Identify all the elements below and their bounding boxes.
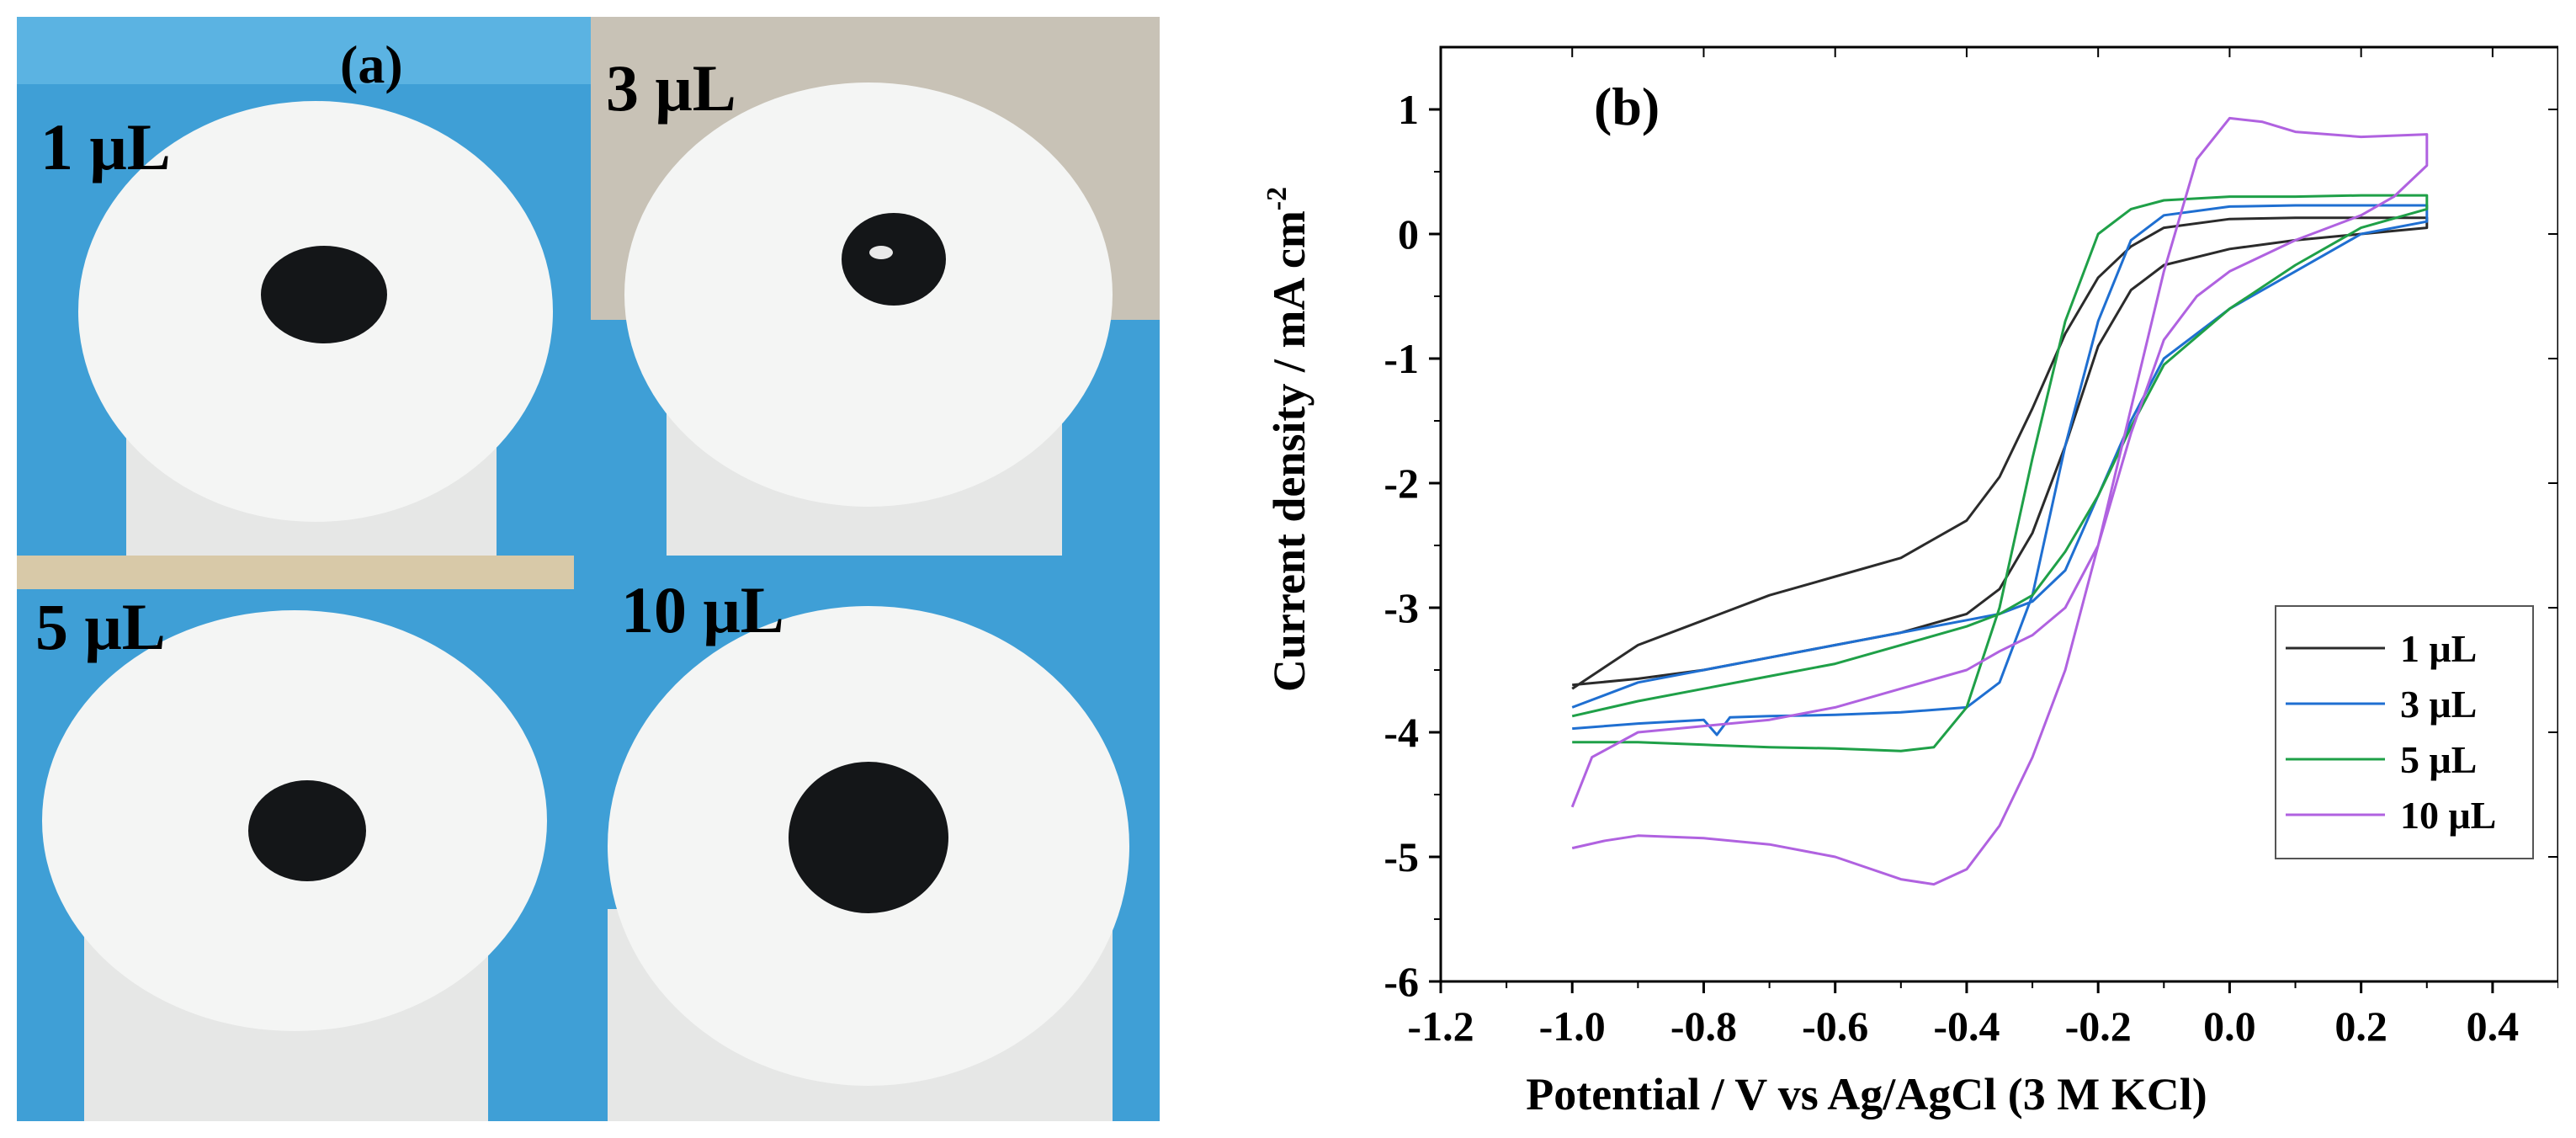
carbon-spot [842,213,946,306]
panel-a-label: (a) [340,35,403,94]
x-tick-label: -1.2 [1407,1002,1474,1050]
series-line-4 [1570,116,2429,886]
y-axis-label: Current density / mA cm-2 [1261,187,1315,692]
carbon-spot [248,780,366,881]
y-tick-label: -3 [1384,584,1419,631]
photo-label: 10 μL [621,573,784,646]
series-line-2 [1571,204,2429,737]
electrode-photo [574,556,1160,1121]
series-curves [1570,116,2429,886]
svg-text:Current density / mA cm-2: Current density / mA cm-2 [1261,187,1315,692]
y-tick-label: -5 [1384,833,1419,880]
cv-chart: -1.2 -1.0 -0.8 -0.6 -0.4 -0.2 0.0 0.2 0.4 -6 -5 -4 -… [1261,45,2558,1119]
x-tick-label: -0.6 [1802,1002,1868,1050]
carbon-spot [789,762,948,913]
y-axis-label-superscript: -2 [1261,187,1293,210]
x-axis-label: Potential / V vs Ag/AgCl (3 M KCl) [1526,1069,2207,1119]
photo-label: 1 μL [40,110,171,183]
legend-label-2: 3 μL [2400,683,2477,726]
y-tick-label: -2 [1384,460,1419,507]
photo-3ul: 3 μL [591,17,1160,556]
panel-b-label: (b) [1594,77,1660,136]
photo-5ul: 5 μL [17,556,574,1121]
y-tick-label: 0 [1398,210,1419,258]
x-tick-label: -1.0 [1539,1002,1606,1050]
x-tick-label: 0.2 [2334,1002,2387,1050]
axes: -1.2 -1.0 -0.8 -0.6 -0.4 -0.2 0.0 0.2 0.4 -6 -5 -4 -… [1384,47,2558,1050]
photo-10ul: 10 μL [574,556,1160,1121]
legend: 1 μL 3 μL 5 μL 10 μL [2275,605,2534,859]
x-tick-label: -0.4 [1933,1002,2000,1050]
legend-label-3: 5 μL [2400,738,2477,781]
x-tick-label: 0.4 [2467,1002,2520,1050]
photo-1ul: 1 μL [17,17,591,556]
photo-label: 3 μL [606,51,736,125]
y-axis-label-text: Current density / mA cm [1264,210,1315,692]
x-tick-label: -0.2 [2065,1002,2132,1050]
x-tick-label: 0.0 [2203,1002,2256,1050]
legend-label-4: 10 μL [2400,794,2496,837]
photo-label: 5 μL [35,590,166,663]
series-line-3 [1571,194,2429,752]
y-tick-label: 1 [1398,86,1419,133]
y-tick-label: -1 [1384,335,1419,382]
y-tick-label: -4 [1384,709,1419,756]
electrode-photo [17,556,574,1121]
x-tick-label: -0.8 [1670,1002,1737,1050]
electrode-photo [591,17,1160,556]
electrode-photo [17,17,591,556]
legend-label-1: 1 μL [2400,627,2477,670]
y-tick-label: -6 [1384,958,1419,1005]
carbon-spot [261,246,387,343]
